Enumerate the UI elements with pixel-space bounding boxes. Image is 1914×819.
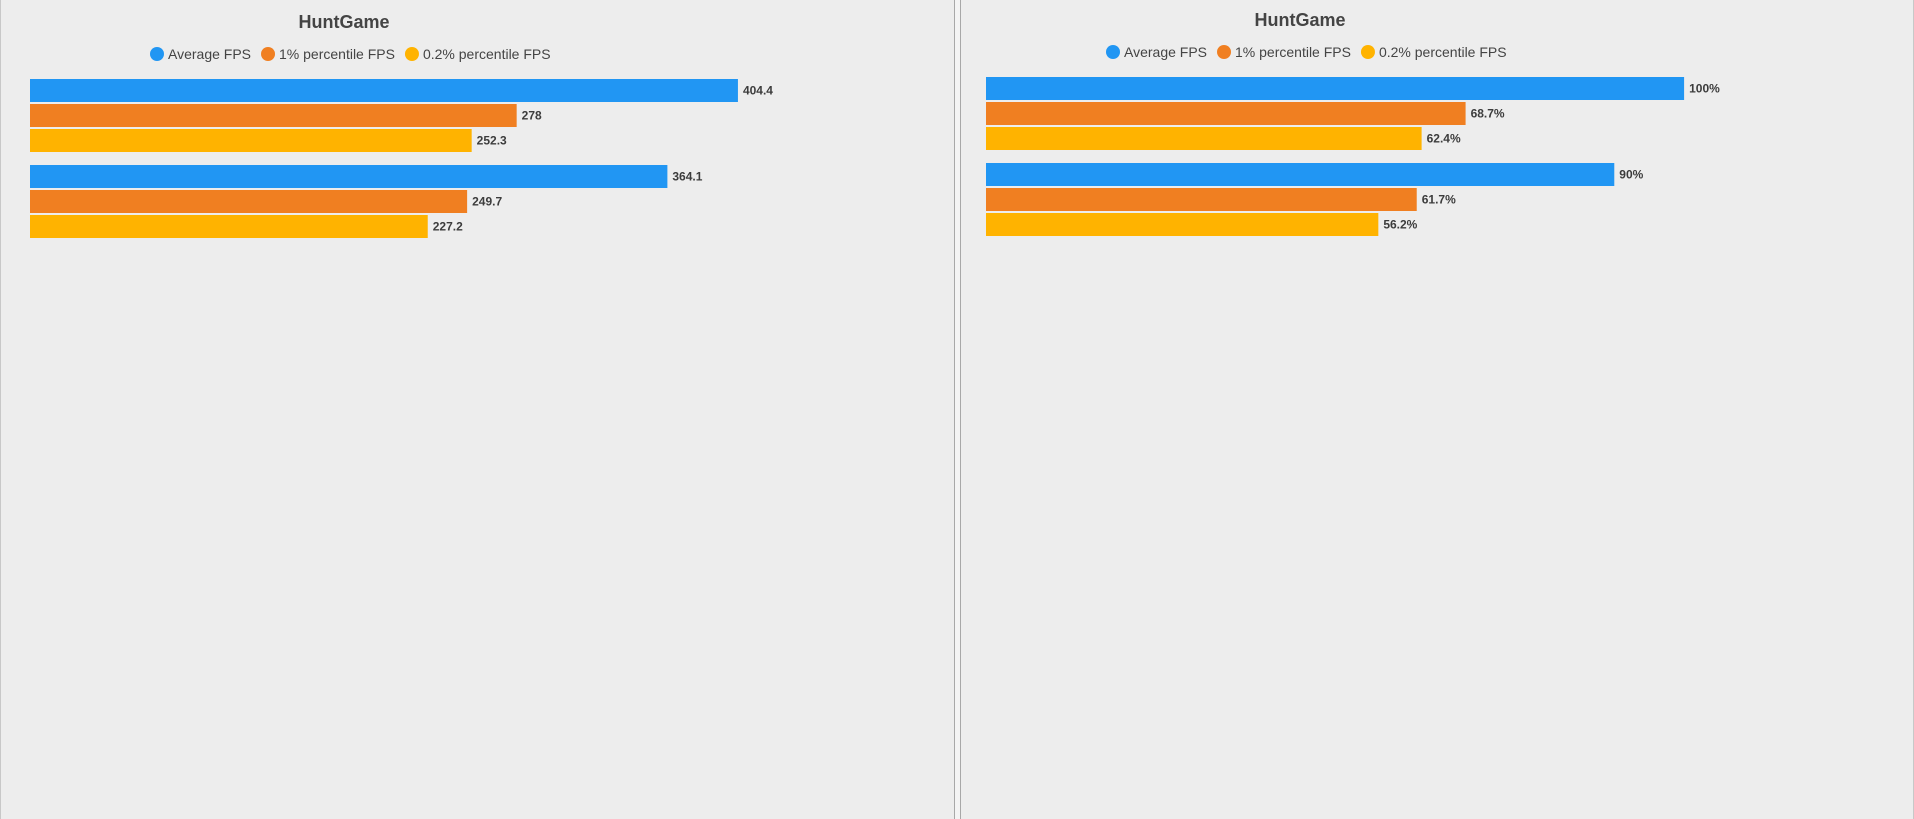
data-label: 227.2 [433,220,463,234]
bar [986,188,1417,211]
data-label: 68.7% [1471,107,1505,121]
chart-panel-left: HuntGame Average FPS 1% percentile FPS 0.2%… [0,0,955,819]
data-label: 62.4% [1427,132,1461,146]
bar [986,213,1379,236]
legend-marker [1217,45,1232,59]
bar [30,129,472,152]
legend-label: 1% percentile FPS [1235,44,1351,60]
bar [30,165,668,188]
legend-marker [404,47,419,61]
legend-label: Average FPS [1124,44,1207,60]
data-label: 278 [522,109,542,123]
legend-label: 0.2% percentile FPS [423,46,551,62]
legend-item: Average FPS [150,46,251,62]
bar [986,77,1685,100]
chart-title: HuntGame [1254,10,1345,30]
legend-marker [261,47,276,61]
bar [30,79,738,102]
legend-item: 0.2% percentile FPS [404,46,551,62]
legend-marker [1106,45,1120,59]
legend-label: 0.2% percentile FPS [1379,44,1507,60]
chart-right: HuntGame Average FPS 1% percentile FPS 0.2%… [986,10,1720,236]
legend: Average FPS 1% percentile FPS 0.2% percent… [1106,44,1507,60]
legend-item: 1% percentile FPS [1217,44,1351,60]
plot-area: 100% 68.7% 62.4% 90% 61.7% 56.2% [986,77,1720,236]
bar [30,215,428,238]
chart-title: HuntGame [298,12,389,32]
panel-divider [955,0,960,819]
legend-item: Average FPS [1106,44,1207,60]
legend-item: 0.2% percentile FPS [1360,44,1507,60]
legend: Average FPS 1% percentile FPS 0.2% percent… [150,46,551,62]
bar-group: 404.4 278 252.3 [30,79,773,152]
legend-label: 1% percentile FPS [279,46,395,62]
legend-label: Average FPS [168,46,251,62]
data-label: 364.1 [672,170,702,184]
bar [986,163,1615,186]
bar [986,127,1422,150]
bar-group: 100% 68.7% 62.4% [986,77,1720,150]
bar-group: 90% 61.7% 56.2% [986,163,1644,236]
data-label: 252.3 [477,134,507,148]
bar-group: 364.1 249.7 227.2 [30,165,703,238]
data-label: 100% [1689,82,1720,96]
data-label: 90% [1619,168,1643,182]
legend-marker [1360,45,1375,59]
chart-panel-right: HuntGame Average FPS 1% percentile FPS 0.2%… [960,0,1914,819]
bar [30,104,517,127]
plot-area: 404.4 278 252.3 364.1 249.7 227.2 [30,79,773,238]
legend-marker [150,47,164,61]
chart-left: HuntGame Average FPS 1% percentile FPS 0.2%… [30,12,773,238]
data-label: 404.4 [743,84,773,98]
data-label: 61.7% [1422,193,1456,207]
data-label: 249.7 [472,195,502,209]
bar [30,190,468,213]
bar [986,102,1466,125]
legend-item: 1% percentile FPS [261,46,395,62]
data-label: 56.2% [1383,218,1417,232]
